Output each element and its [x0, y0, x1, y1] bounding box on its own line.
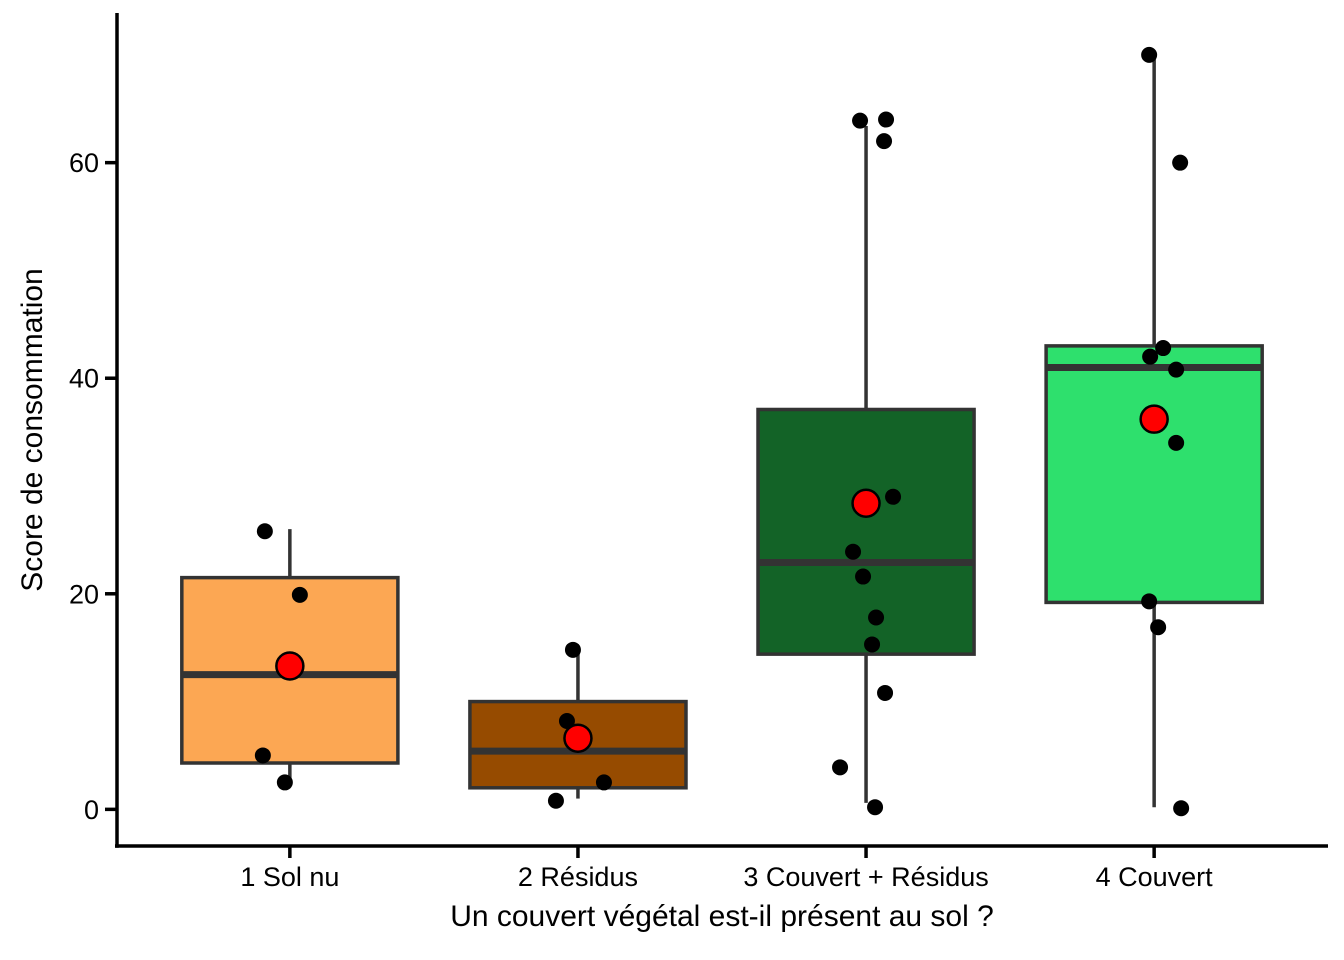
x-tick-label: 4 Couvert: [1096, 862, 1214, 892]
mean-point: [275, 651, 305, 681]
jitter-point: [547, 792, 564, 809]
box-group-1: [180, 523, 400, 791]
jitter-point: [867, 799, 884, 816]
jitter-point: [864, 636, 881, 653]
y-tick-label: 40: [69, 364, 99, 394]
jitter-point: [878, 111, 895, 128]
x-axis-title: Un couvert végétal est-il présent au sol…: [450, 900, 994, 933]
x-tick-label: 2 Résidus: [518, 862, 638, 892]
jitter-point: [254, 747, 271, 764]
jitter-point: [876, 133, 893, 150]
jitter-point: [1155, 340, 1172, 357]
jitter-point: [1150, 619, 1167, 636]
mean-point: [563, 723, 593, 753]
jitter-point: [855, 568, 872, 585]
box-group-2: [468, 641, 688, 809]
jitter-point: [868, 609, 885, 626]
box-rect: [1044, 344, 1264, 605]
jitter-point: [595, 774, 612, 791]
y-tick-label: 0: [84, 795, 99, 825]
y-tick-label: 20: [69, 579, 99, 609]
x-axis: 1 Sol nu 2 Résidus 3 Couvert + Résidus 4 Co…: [115, 844, 1328, 892]
y-tick-label: 60: [69, 148, 99, 178]
jitter-point: [1168, 361, 1185, 378]
box-rect: [756, 407, 976, 656]
box-group-3: [756, 111, 976, 816]
jitter-point: [564, 641, 581, 658]
x-tick-label: 3 Couvert + Résidus: [743, 862, 988, 892]
jitter-point: [276, 774, 293, 791]
jitter-point: [256, 523, 273, 540]
y-axis: 0 20 40 60: [69, 13, 119, 848]
mean-point: [851, 488, 881, 519]
jitter-point: [885, 488, 902, 505]
jitter-point: [832, 759, 849, 776]
jitter-point: [1173, 800, 1190, 817]
jitter-point: [1168, 434, 1185, 451]
jitter-point: [877, 684, 894, 701]
jitter-point: [1141, 593, 1158, 610]
jitter-point: [1172, 154, 1189, 171]
mean-point: [1139, 404, 1169, 434]
x-tick-label: 1 Sol nu: [240, 862, 339, 892]
jitter-point: [558, 712, 575, 729]
box-group-4: [1044, 46, 1264, 817]
jitter-point: [1142, 348, 1159, 365]
jitter-point: [845, 543, 862, 560]
jitter-point: [291, 586, 308, 603]
jitter-point: [852, 112, 869, 129]
y-axis-title: Score de consommation: [16, 268, 49, 592]
jitter-point: [1141, 46, 1158, 63]
